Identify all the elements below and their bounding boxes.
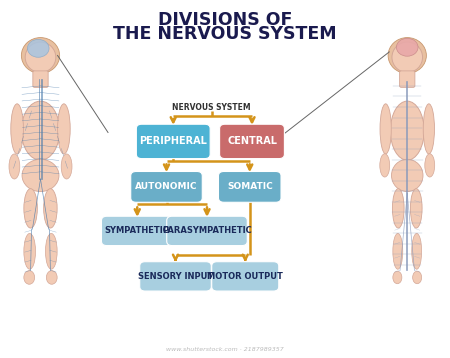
Ellipse shape — [380, 104, 391, 154]
Ellipse shape — [410, 189, 422, 228]
Ellipse shape — [425, 154, 435, 177]
Text: DIVISIONS OF: DIVISIONS OF — [158, 11, 292, 29]
Ellipse shape — [392, 189, 404, 228]
FancyBboxPatch shape — [212, 262, 279, 291]
Ellipse shape — [25, 42, 56, 72]
FancyBboxPatch shape — [140, 262, 212, 291]
FancyBboxPatch shape — [219, 171, 281, 202]
Ellipse shape — [24, 233, 36, 269]
Ellipse shape — [380, 154, 390, 177]
Ellipse shape — [44, 189, 57, 228]
Ellipse shape — [22, 159, 59, 192]
Text: MOTOR OUTPUT: MOTOR OUTPUT — [207, 272, 283, 281]
Ellipse shape — [413, 271, 422, 284]
Ellipse shape — [393, 271, 402, 284]
Ellipse shape — [396, 38, 418, 56]
Ellipse shape — [9, 154, 20, 179]
Ellipse shape — [22, 101, 59, 160]
FancyBboxPatch shape — [130, 171, 202, 202]
Text: SOMATIC: SOMATIC — [227, 182, 273, 192]
FancyBboxPatch shape — [33, 71, 48, 87]
FancyBboxPatch shape — [220, 124, 284, 159]
Ellipse shape — [45, 233, 57, 269]
Ellipse shape — [388, 38, 427, 73]
Text: PERIPHERAL: PERIPHERAL — [140, 136, 207, 146]
Ellipse shape — [58, 104, 70, 154]
FancyBboxPatch shape — [136, 124, 210, 159]
Ellipse shape — [24, 189, 37, 228]
FancyBboxPatch shape — [101, 216, 173, 246]
Ellipse shape — [391, 101, 424, 160]
Text: SYMPATHETIC: SYMPATHETIC — [105, 226, 170, 236]
Ellipse shape — [11, 104, 23, 154]
Ellipse shape — [412, 233, 422, 269]
Text: THE NERVOUS SYSTEM: THE NERVOUS SYSTEM — [113, 25, 337, 43]
Ellipse shape — [423, 104, 435, 154]
FancyBboxPatch shape — [166, 216, 248, 246]
Ellipse shape — [22, 38, 59, 73]
Ellipse shape — [393, 233, 403, 269]
Ellipse shape — [46, 271, 57, 284]
Text: NERVOUS SYSTEM: NERVOUS SYSTEM — [172, 103, 251, 112]
Ellipse shape — [61, 154, 72, 179]
Ellipse shape — [392, 42, 423, 72]
Text: SENSORY INPUT: SENSORY INPUT — [138, 272, 213, 281]
Ellipse shape — [27, 39, 49, 57]
Text: CENTRAL: CENTRAL — [227, 136, 277, 146]
Text: AUTONOMIC: AUTONOMIC — [135, 182, 198, 192]
Text: www.shutterstock.com · 2187989357: www.shutterstock.com · 2187989357 — [166, 347, 284, 352]
Text: PARASYMPATHETIC: PARASYMPATHETIC — [162, 226, 252, 236]
FancyBboxPatch shape — [400, 71, 415, 87]
Ellipse shape — [392, 159, 423, 192]
Ellipse shape — [24, 271, 35, 284]
